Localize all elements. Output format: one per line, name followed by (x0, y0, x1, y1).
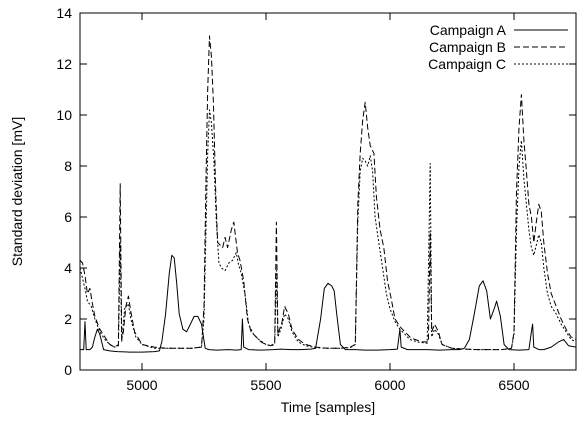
x-tick-label: 6500 (498, 377, 529, 393)
y-tick-label: 8 (64, 158, 72, 174)
x-tick-label: 5500 (250, 377, 281, 393)
x-tick-label: 5000 (126, 377, 157, 393)
plot-frame (79, 12, 577, 371)
y-tick-label: 14 (56, 5, 72, 21)
series-line-campaign-c (80, 109, 576, 351)
x-axis-label: Time [samples] (281, 399, 375, 415)
x-tick-label: 6000 (374, 377, 405, 393)
series-line-campaign-b (80, 35, 576, 351)
legend-label-campaign-c: Campaign C (428, 56, 506, 72)
legend-label-campaign-b: Campaign B (429, 39, 506, 55)
y-tick-label: 2 (64, 311, 72, 327)
y-tick-label: 0 (64, 362, 72, 378)
y-axis-label: Standard deviation [mV] (9, 117, 25, 266)
legend-label-campaign-a: Campaign A (430, 22, 507, 38)
y-tick-label: 10 (56, 107, 72, 123)
series-layer (80, 35, 576, 353)
series-line-campaign-a (80, 254, 576, 353)
y-tick-label: 4 (64, 260, 72, 276)
y-tick-label: 6 (64, 209, 72, 225)
ticks-layer: 5000 5500 6000 6500 0 2 4 6 8 10 12 14 (56, 5, 576, 393)
y-tick-label: 12 (56, 56, 72, 72)
